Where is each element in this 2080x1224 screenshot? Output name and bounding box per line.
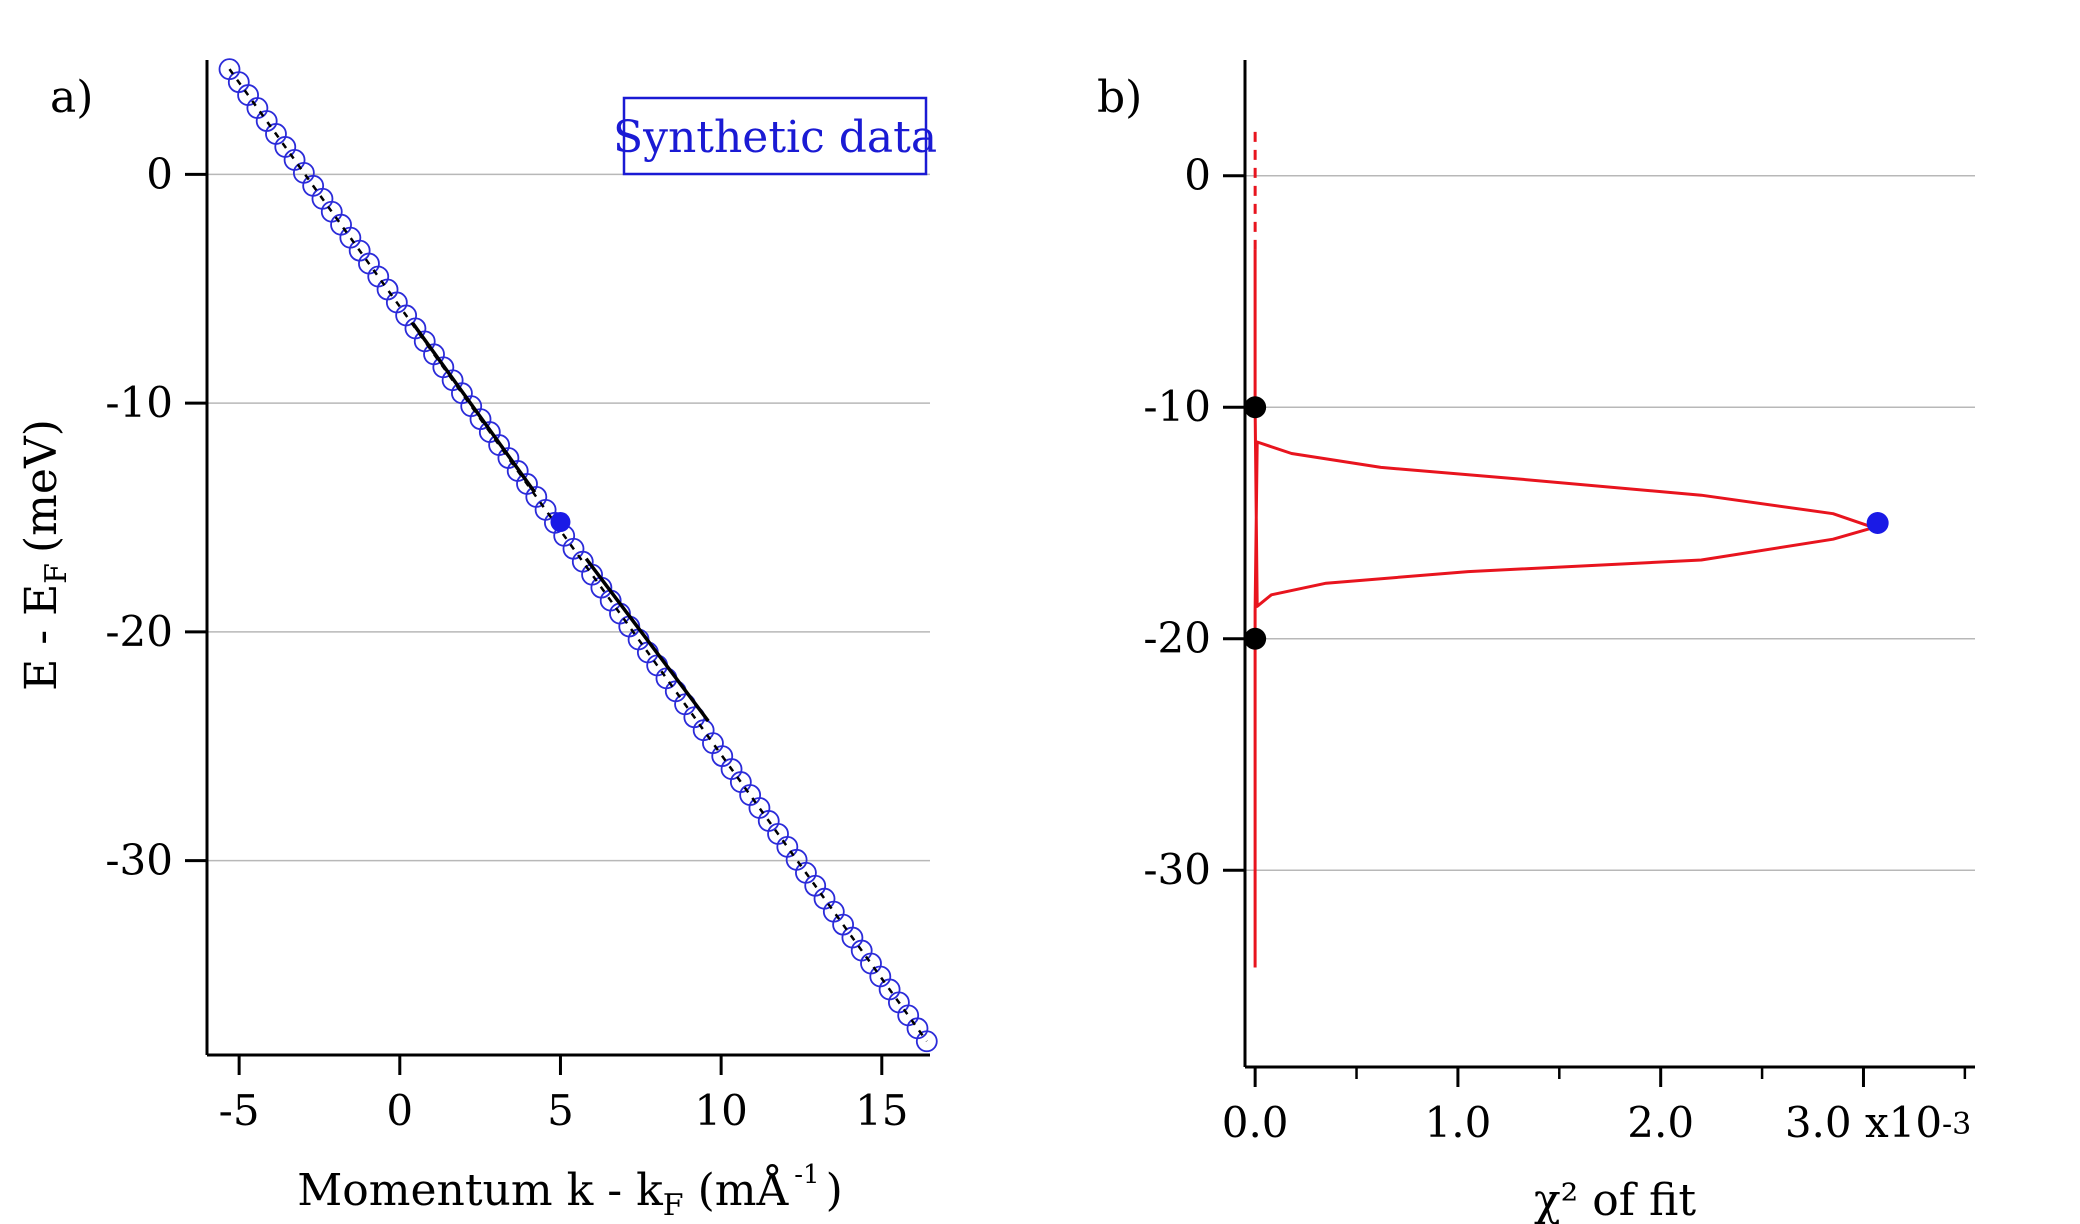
y-label-unit: (meV) <box>16 419 67 553</box>
data-point-a <box>729 771 752 793</box>
legend-text: Synthetic data <box>613 112 937 163</box>
panel-b-y-ticks: 0 -10 -20 -30 <box>1143 151 1245 894</box>
panel-a-y-ticks: 0 -10 -20 -30 <box>105 149 207 885</box>
y-tick-label-a--10: -10 <box>105 378 173 427</box>
x-scale-exponent: -3 <box>1942 1107 1971 1142</box>
data-point-a <box>813 887 836 910</box>
panel-a-x-label: Momentum k - kF (mÅ -1) <box>297 1160 843 1223</box>
data-point-a <box>655 667 678 690</box>
x-label-unit-close: ) <box>826 1165 843 1216</box>
x-tick-label-a-0: 0 <box>386 1086 413 1135</box>
panel-b-grid <box>1245 174 1975 871</box>
y-tick-label-b--10: -10 <box>1143 382 1211 431</box>
data-point-a <box>785 848 808 871</box>
y-tick-label-b--30: -30 <box>1143 845 1211 894</box>
chi-squared-curve <box>1253 249 1876 968</box>
panel-a-y-label: E - EF (meV) <box>16 419 74 691</box>
data-point-a <box>739 784 762 806</box>
data-point-a <box>702 732 724 755</box>
x-label-unit-open: (mÅ <box>698 1163 790 1216</box>
panel-b-data <box>1244 129 1889 968</box>
x-tick-label-a--5: -5 <box>219 1086 260 1135</box>
solid-segment-a-0 <box>411 322 537 494</box>
data-point-a <box>255 110 278 132</box>
x-tick-label-a-10: 10 <box>694 1086 747 1135</box>
x-tick-label-a-5: 5 <box>547 1086 574 1135</box>
data-point-a <box>292 161 315 184</box>
panel-b: b) 0.0 1.0 2.0 3.0 x10 0 -10 -20 -30 -3 χ² of … <box>1097 60 1975 1224</box>
panel-a-data <box>218 58 938 1053</box>
y-label-sub: F <box>39 563 74 584</box>
panel-a-x-ticks: -5 0 5 10 15 <box>219 1055 909 1135</box>
x-tick-label-a-15: 15 <box>855 1086 908 1135</box>
black-marker-b <box>1244 627 1267 650</box>
panel-b-x-label: χ² of fit <box>1534 1175 1696 1224</box>
data-point-a <box>367 265 390 288</box>
highlight-point-a <box>550 512 571 533</box>
peak-marker-b <box>1866 511 1889 534</box>
y-tick-label-b--20: -20 <box>1143 614 1211 663</box>
panel-b-x-ticks: 0.0 1.0 2.0 3.0 x10 <box>1222 1067 1967 1147</box>
x-label-main: Momentum k - k <box>297 1165 663 1216</box>
x-tick-label-b-2: 2.0 <box>1627 1098 1694 1147</box>
y-tick-label-a-0: 0 <box>146 149 173 198</box>
x-tick-label-b-3: 3.0 x10 <box>1785 1098 1942 1147</box>
x-label-unit-sup: -1 <box>794 1160 819 1190</box>
data-point-a <box>376 278 399 301</box>
x-tick-label-b-0: 0.0 <box>1222 1098 1289 1147</box>
x-label-sub: F <box>663 1188 684 1223</box>
legend-box <box>622 96 928 176</box>
data-point-a <box>748 797 771 819</box>
y-tick-label-a--30: -30 <box>105 836 173 885</box>
x-tick-label-b-1: 1.0 <box>1425 1098 1492 1147</box>
solid-segment-a-1 <box>584 557 710 723</box>
y-tick-label-b-0: 0 <box>1184 151 1211 200</box>
black-marker-b <box>1244 396 1267 419</box>
dashed-line-a <box>228 68 928 1043</box>
data-point-a <box>915 1030 938 1053</box>
y-label-main: E - E <box>16 584 67 691</box>
panel-b-label: b) <box>1097 72 1142 123</box>
panel-a-label: a) <box>50 72 93 123</box>
data-point-a <box>869 965 892 988</box>
panel-a: a) -5 0 5 10 15 0 -10 -20 -30 Synthetic data Mo… <box>16 58 938 1223</box>
y-tick-label-a--20: -20 <box>105 607 173 656</box>
